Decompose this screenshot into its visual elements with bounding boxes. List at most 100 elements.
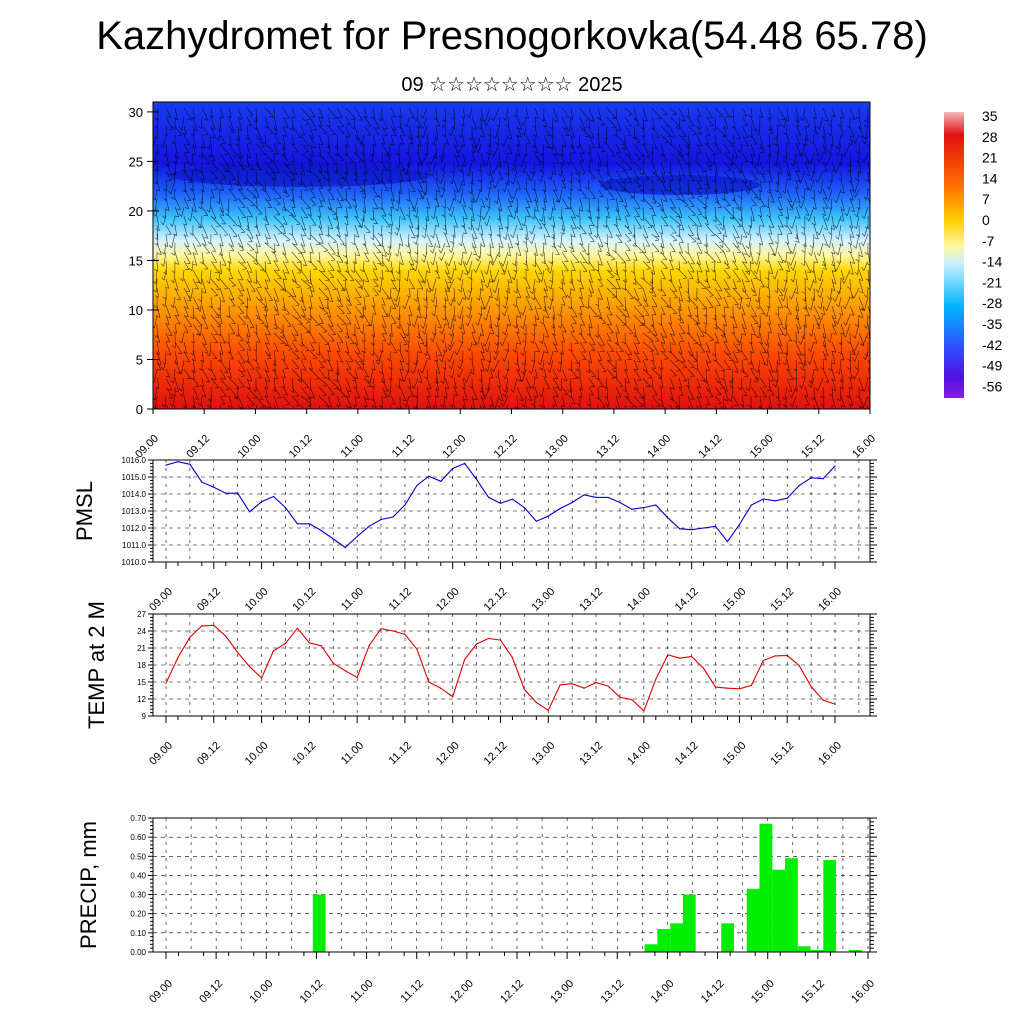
y-axis-label: PRECIP, mm [76,821,101,949]
x-tick-label: 09.00 [147,586,175,614]
x-tick-label: 10.12 [291,740,319,768]
x-tick-label: 11.12 [387,586,414,613]
data-point [679,528,681,530]
y-tick-label: 0.00 [130,948,146,957]
data-point [499,639,502,641]
data-point [571,501,573,504]
heatmap-x-tick-label: 10.00 [236,433,264,461]
data-point [607,685,609,687]
colorbar-label: -42 [982,337,1002,353]
data-point [261,677,263,679]
heatmap-y-tick-label: 10 [129,303,143,318]
data-point [356,535,358,538]
data-point [380,628,382,630]
x-tick-label: 12.12 [498,978,526,1006]
data-point [428,475,430,477]
data-point [499,502,502,504]
x-tick-label: 15.12 [799,978,827,1006]
x-tick-label: 12.00 [448,978,476,1006]
data-point [810,477,812,479]
data-point [547,515,549,517]
y-axis-label: TEMP at 2 M [84,601,109,729]
data-point [511,498,513,500]
x-tick-label: 13.00 [548,978,576,1006]
colorbar-label: -35 [982,316,1002,332]
data-point [416,484,418,487]
plot-frame [152,817,871,953]
data-point [464,658,466,660]
precip-panel: 0.00 0.10 0.20 0.30 0.40 0.50 0.60 0.70 09.00 09.… [76,814,877,1006]
x-tick-label: 11.00 [348,978,375,1005]
data-point [774,655,776,657]
x-tick-label: 13.12 [577,586,605,614]
data-point [404,633,406,636]
data-point [511,657,513,659]
y-tick-label: 9 [142,712,147,721]
data-point [714,686,717,688]
data-point [356,676,358,679]
heatmap-y-tick-label: 30 [129,105,143,120]
precip-bar [810,950,824,952]
data-point [523,688,526,691]
data-point [714,525,717,527]
x-tick-label: 11.12 [387,740,414,767]
colorbar-label: 14 [982,170,998,186]
data-point [404,504,406,506]
data-point [619,696,621,698]
heatmap-x-tick-label: 14.12 [697,433,725,461]
y-tick-label: 1014.0 [122,490,147,499]
y-tick-label: 0.30 [130,891,146,900]
data-point [667,517,669,519]
x-tick-label: 13.00 [529,586,557,614]
x-tick-label: 16.00 [816,740,844,768]
wind-barbs [153,107,870,409]
x-tick-label: 12.00 [434,586,462,614]
x-tick-label: 09.00 [147,740,175,768]
colorbar-label: 28 [982,129,998,145]
data-point [547,709,549,711]
data-point [464,462,466,464]
data-point [559,507,561,510]
data-point [631,699,633,701]
data-point [452,467,454,470]
x-tick-label: 15.00 [749,978,777,1006]
y-tick-label: 12 [137,695,146,704]
heatmap-y-tick-label: 5 [136,352,143,367]
data-point [822,478,824,480]
x-tick-label: 12.00 [434,740,462,768]
data-point [774,500,776,502]
x-tick-label: 10.12 [291,586,319,614]
x-tick-label: 15.00 [721,740,749,768]
heatmap-y-tick-label: 20 [129,204,143,219]
precip-bar [772,869,786,952]
data-point [798,665,800,667]
data-point [655,678,657,680]
heatmap-x-tick-label: 10.12 [287,433,315,461]
data-point [595,496,597,498]
pmsl-panel: 1010.0 1011.0 1012.0 1013.0 1014.0 1015.0 1016… [72,456,877,614]
data-point [308,523,310,525]
data-point [488,496,490,498]
data-point [332,538,334,540]
data-point [177,657,179,659]
data-point [261,501,263,503]
data-point [428,681,430,683]
x-tick-label: 11.00 [339,586,366,613]
x-tick-label: 12.12 [482,586,510,614]
data-point [643,710,645,712]
data-point [165,464,167,466]
data-point [368,645,370,647]
data-point [272,495,275,498]
precip-bar [721,923,734,952]
wind-barb-field [153,107,870,409]
x-tick-label: 10.12 [298,978,326,1006]
x-tick-label: 15.00 [721,586,749,614]
data-point [368,525,370,527]
y-tick-label: 0.70 [130,814,146,823]
colorbar-label: 35 [982,108,998,124]
data-point [213,624,215,626]
x-tick-label: 15.12 [768,586,796,614]
data-point [392,630,394,632]
data-point [595,682,597,684]
y-tick-label: 1012.0 [122,524,147,533]
